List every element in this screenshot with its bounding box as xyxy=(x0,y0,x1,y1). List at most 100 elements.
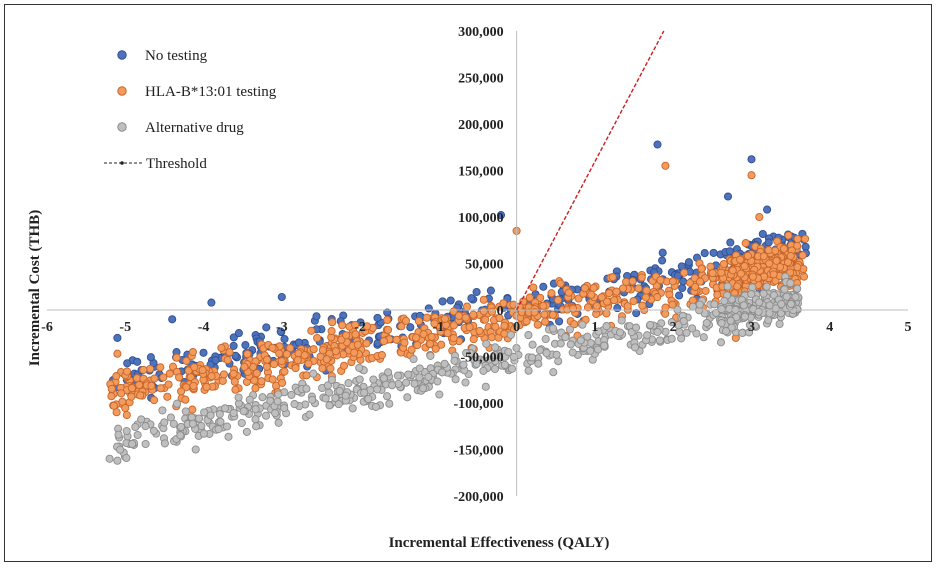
data-point xyxy=(280,367,289,376)
data-point xyxy=(250,376,259,385)
data-point xyxy=(262,362,271,371)
data-point xyxy=(199,348,208,357)
data-point xyxy=(638,301,647,310)
data-point xyxy=(615,328,625,337)
data-point xyxy=(784,231,793,240)
data-point xyxy=(617,316,626,325)
data-point xyxy=(350,348,359,357)
y-tick-label: 0 xyxy=(497,304,504,319)
data-point xyxy=(379,374,388,383)
data-point xyxy=(762,282,771,291)
data-point xyxy=(736,255,745,264)
data-point xyxy=(449,321,458,330)
data-point xyxy=(688,302,697,311)
data-point xyxy=(451,375,460,384)
data-point xyxy=(719,259,728,269)
data-point xyxy=(327,375,336,384)
data-point xyxy=(435,390,444,399)
data-point xyxy=(726,238,735,247)
data-point xyxy=(240,362,249,371)
data-point xyxy=(786,251,795,261)
data-point xyxy=(302,384,311,393)
data-point xyxy=(769,291,778,300)
data-point xyxy=(697,264,706,273)
data-point xyxy=(206,411,215,420)
data-point xyxy=(139,365,148,374)
data-point xyxy=(801,234,810,243)
data-point xyxy=(242,427,251,436)
x-axis-title: Incremental Effectiveness (QALY) xyxy=(389,535,610,551)
x-tick-label: -5 xyxy=(119,320,131,335)
data-point xyxy=(602,309,611,318)
data-point xyxy=(360,388,369,397)
data-point xyxy=(199,429,208,438)
data-point xyxy=(182,356,191,365)
data-point xyxy=(747,290,756,299)
data-point xyxy=(113,333,122,342)
legend-marker xyxy=(117,50,127,60)
data-point xyxy=(262,355,272,364)
x-tick-label: 3 xyxy=(748,320,755,335)
data-point xyxy=(177,387,186,396)
data-point xyxy=(231,351,240,360)
data-point xyxy=(331,393,340,403)
data-point xyxy=(679,317,688,326)
alternative-drug-points xyxy=(105,272,803,465)
data-point xyxy=(147,381,156,390)
legend-marker xyxy=(120,161,124,165)
data-point xyxy=(318,364,327,373)
data-point xyxy=(539,282,548,291)
data-point xyxy=(181,407,190,416)
data-point xyxy=(499,299,508,308)
data-point xyxy=(449,334,458,343)
data-point xyxy=(713,290,722,299)
data-point xyxy=(528,353,537,362)
x-tick-label: -1 xyxy=(433,320,445,335)
data-point xyxy=(699,333,708,342)
y-tick-label: 50,000 xyxy=(465,258,504,273)
data-point xyxy=(351,330,360,339)
data-point xyxy=(675,327,684,336)
data-point xyxy=(328,318,337,327)
data-point xyxy=(772,256,781,265)
data-point xyxy=(580,284,589,293)
data-point xyxy=(748,272,757,281)
data-point xyxy=(189,381,198,391)
y-tick-label: 100,000 xyxy=(458,211,504,226)
data-point xyxy=(542,348,551,358)
data-point xyxy=(277,357,286,366)
data-point xyxy=(779,244,788,253)
data-point xyxy=(488,307,497,316)
data-point xyxy=(566,340,575,349)
data-point xyxy=(219,370,229,379)
data-point xyxy=(602,322,611,331)
data-point xyxy=(215,410,224,419)
data-point xyxy=(326,364,335,373)
data-point xyxy=(487,333,496,342)
data-point xyxy=(667,318,676,327)
data-point xyxy=(252,422,261,431)
data-point xyxy=(406,323,415,332)
data-point xyxy=(121,403,130,413)
data-point xyxy=(114,430,123,439)
data-point xyxy=(755,212,764,222)
data-point xyxy=(684,258,693,267)
data-point xyxy=(754,307,763,316)
data-point xyxy=(454,311,464,320)
data-point xyxy=(302,371,311,380)
data-point xyxy=(164,380,173,389)
data-point xyxy=(290,400,299,409)
data-point xyxy=(362,339,371,348)
data-point xyxy=(481,382,490,391)
y-tick-label: -200,000 xyxy=(453,490,503,505)
data-point xyxy=(548,310,557,319)
legend-item: HLA-B*13:01 testing xyxy=(117,84,277,100)
data-point xyxy=(128,439,137,448)
data-point xyxy=(207,298,216,307)
data-point xyxy=(597,293,606,302)
data-point xyxy=(364,394,373,404)
data-point xyxy=(107,384,116,393)
data-point xyxy=(217,343,226,352)
data-point xyxy=(334,400,343,409)
data-point xyxy=(150,396,159,405)
